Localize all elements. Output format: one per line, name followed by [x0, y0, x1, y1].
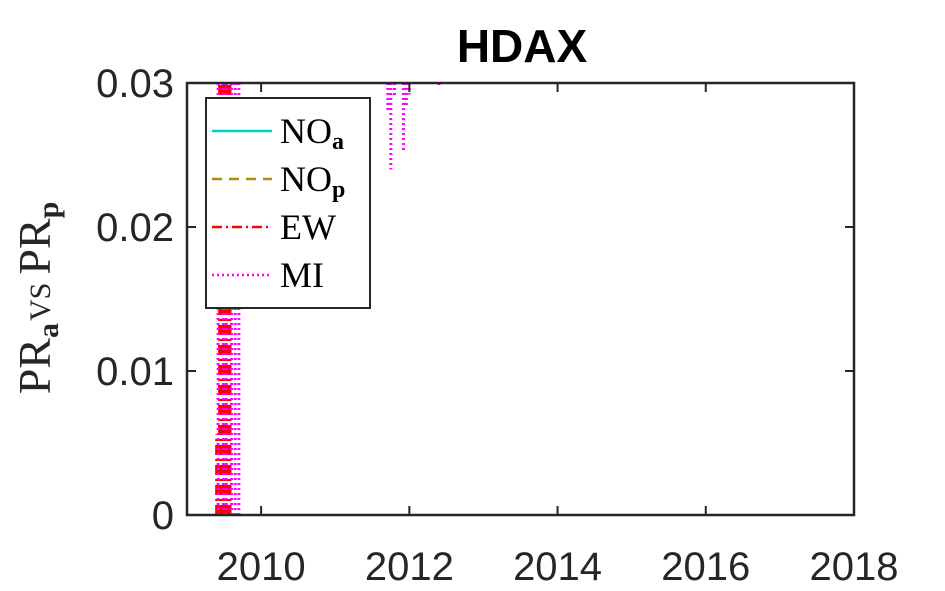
y-tick-label: 0.03 [96, 62, 174, 106]
x-tick-label: 2010 [217, 545, 306, 589]
y-label-pr-p: PR [9, 218, 60, 275]
y-label-pr-a: PR [9, 338, 60, 395]
x-tick-label: 2018 [810, 545, 899, 589]
x-tick-label: 2012 [365, 545, 454, 589]
y-tick-label: 0.02 [96, 206, 174, 250]
tick-layer: 2010 2012 2014 2016 2018 0 0.01 0.02 0.03 [96, 62, 898, 589]
x-tick-label: 2014 [513, 545, 602, 589]
x-tick-label: 2016 [661, 545, 750, 589]
plot-area-frame [185, 81, 856, 517]
legend-label: NOp [280, 159, 345, 203]
y-label-sub-a: a [32, 323, 65, 338]
y-label-sub-p: p [32, 202, 65, 219]
y-tick-label: 0 [152, 494, 174, 538]
legend-label: EW [280, 207, 336, 247]
chart-title: HDAX [457, 20, 588, 72]
y-axis-label: PRaVSPRp [9, 202, 65, 395]
y-tick-label: 0.01 [96, 350, 174, 394]
y-label-vs: VS [24, 283, 57, 321]
legend-box [205, 97, 371, 309]
legend-label: NOa [280, 111, 344, 155]
legend-label: MI [280, 255, 324, 295]
